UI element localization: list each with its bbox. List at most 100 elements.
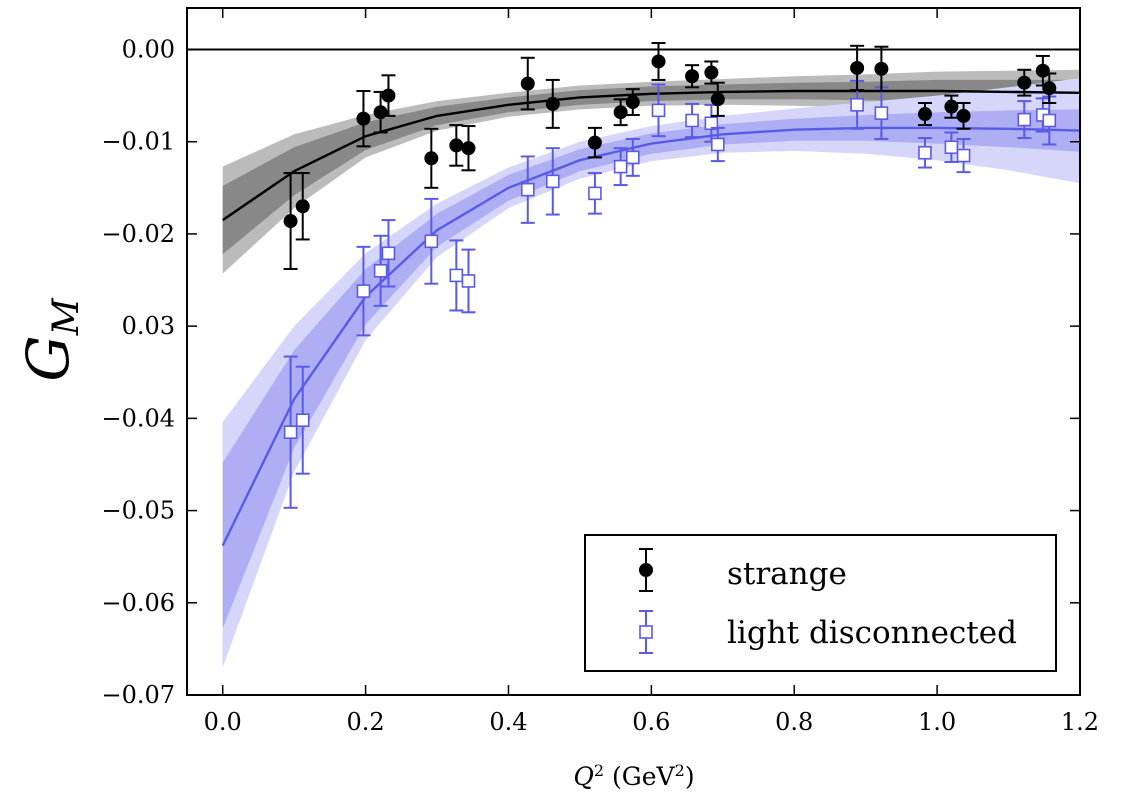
point-0-13 <box>651 42 666 81</box>
marker <box>651 103 666 118</box>
point-1-19 <box>917 137 932 169</box>
marker <box>587 135 602 150</box>
point-0-16 <box>710 81 725 117</box>
y-tick-label: 0.03 <box>122 312 175 340</box>
marker <box>545 174 560 189</box>
marker <box>424 234 439 249</box>
point-0-17 <box>850 44 865 92</box>
marker <box>613 105 628 120</box>
point-1-18 <box>874 86 889 140</box>
y-tick-label: −0.01 <box>101 128 175 156</box>
marker <box>1035 63 1050 78</box>
marker <box>651 54 666 69</box>
marker <box>704 116 719 131</box>
marker <box>613 159 628 174</box>
point-0-14 <box>685 64 700 89</box>
x-tick-label: 0.8 <box>775 708 813 736</box>
x-axis-label-unit-sup: 2 <box>675 761 685 780</box>
marker <box>356 111 371 126</box>
marker <box>1017 75 1032 90</box>
point-0-20 <box>944 94 959 119</box>
point-1-13 <box>651 83 666 138</box>
x-axis-label-sup: 2 <box>594 761 604 780</box>
marker <box>956 148 971 163</box>
marker <box>1042 113 1057 128</box>
marker <box>373 264 388 278</box>
fit-line-0 <box>222 89 1080 222</box>
point-1-5 <box>424 197 439 285</box>
point-0-19 <box>917 101 932 127</box>
marker <box>874 106 889 120</box>
marker <box>449 268 464 283</box>
point-0-12 <box>625 88 640 116</box>
point-1-7 <box>461 248 476 314</box>
point-0-10 <box>587 126 602 159</box>
marker <box>944 140 959 155</box>
point-1-6 <box>449 239 464 312</box>
marker <box>685 113 699 128</box>
legend-light-label: light disconnected <box>727 615 1017 651</box>
point-0-1 <box>295 172 310 241</box>
point-1-9 <box>545 147 560 216</box>
point-1-24 <box>1042 95 1057 146</box>
y-tick-label: −0.07 <box>101 681 175 709</box>
x-tick-label: 0.2 <box>347 708 385 736</box>
data-points <box>283 42 1057 509</box>
y-axis-label-main: G <box>14 335 82 381</box>
x-axis-label-main: Q <box>573 762 594 791</box>
point-0-22 <box>1017 68 1032 97</box>
point-0-7 <box>461 125 476 172</box>
y-tick-label: −0.05 <box>101 497 175 525</box>
marker <box>520 182 535 197</box>
x-tick-label: 0.6 <box>632 708 670 736</box>
marker <box>588 186 602 201</box>
point-1-0 <box>283 355 298 509</box>
y-tick-label: −0.04 <box>101 404 175 432</box>
legend-strange-label: strange <box>727 556 847 592</box>
point-0-8 <box>520 56 535 111</box>
band-inner-0 <box>222 79 1080 255</box>
marker <box>1017 112 1032 127</box>
marker <box>685 69 700 84</box>
point-0-18 <box>874 45 889 92</box>
marker <box>850 98 864 112</box>
x-tick-label: 0.4 <box>489 708 527 736</box>
point-0-21 <box>956 101 971 130</box>
point-1-21 <box>956 137 971 174</box>
point-1-22 <box>1017 100 1032 140</box>
marker <box>520 76 535 91</box>
x-tick-label: 1.0 <box>918 708 956 736</box>
point-1-16 <box>710 126 725 163</box>
marker <box>850 60 865 75</box>
marker <box>944 99 959 114</box>
x-axis-label: Q2 (GeV2) <box>573 761 694 792</box>
point-1-14 <box>685 102 700 139</box>
marker <box>625 150 640 165</box>
marker <box>625 95 640 110</box>
point-0-11 <box>613 98 628 127</box>
point-1-4 <box>381 219 396 288</box>
y-tick-label: −0.06 <box>101 589 175 617</box>
marker <box>381 246 396 261</box>
marker <box>356 284 371 298</box>
marker <box>461 274 476 288</box>
point-1-2 <box>356 245 371 337</box>
point-1-20 <box>944 131 959 163</box>
point-1-12 <box>625 137 640 177</box>
point-0-24 <box>1042 72 1057 104</box>
axis-ticks: 0.0 0.2 0.4 0.6 0.8 1.0 1.2 0.00 −0.01 −0.02 0.03 −… <box>101 8 1099 736</box>
point-0-6 <box>449 124 464 167</box>
legend-marker-shape <box>639 563 653 577</box>
legend-light-marker <box>639 610 653 654</box>
point-1-3 <box>373 234 388 307</box>
point-1-11 <box>613 147 628 187</box>
y-tick-label: −0.02 <box>101 220 175 248</box>
point-0-5 <box>424 127 439 189</box>
x-axis-label-unit-close: ) <box>685 762 695 791</box>
point-1-10 <box>587 172 602 215</box>
y-axis-label: GM <box>14 297 87 381</box>
marker <box>295 199 310 214</box>
marker <box>956 108 971 123</box>
marker <box>295 413 310 428</box>
